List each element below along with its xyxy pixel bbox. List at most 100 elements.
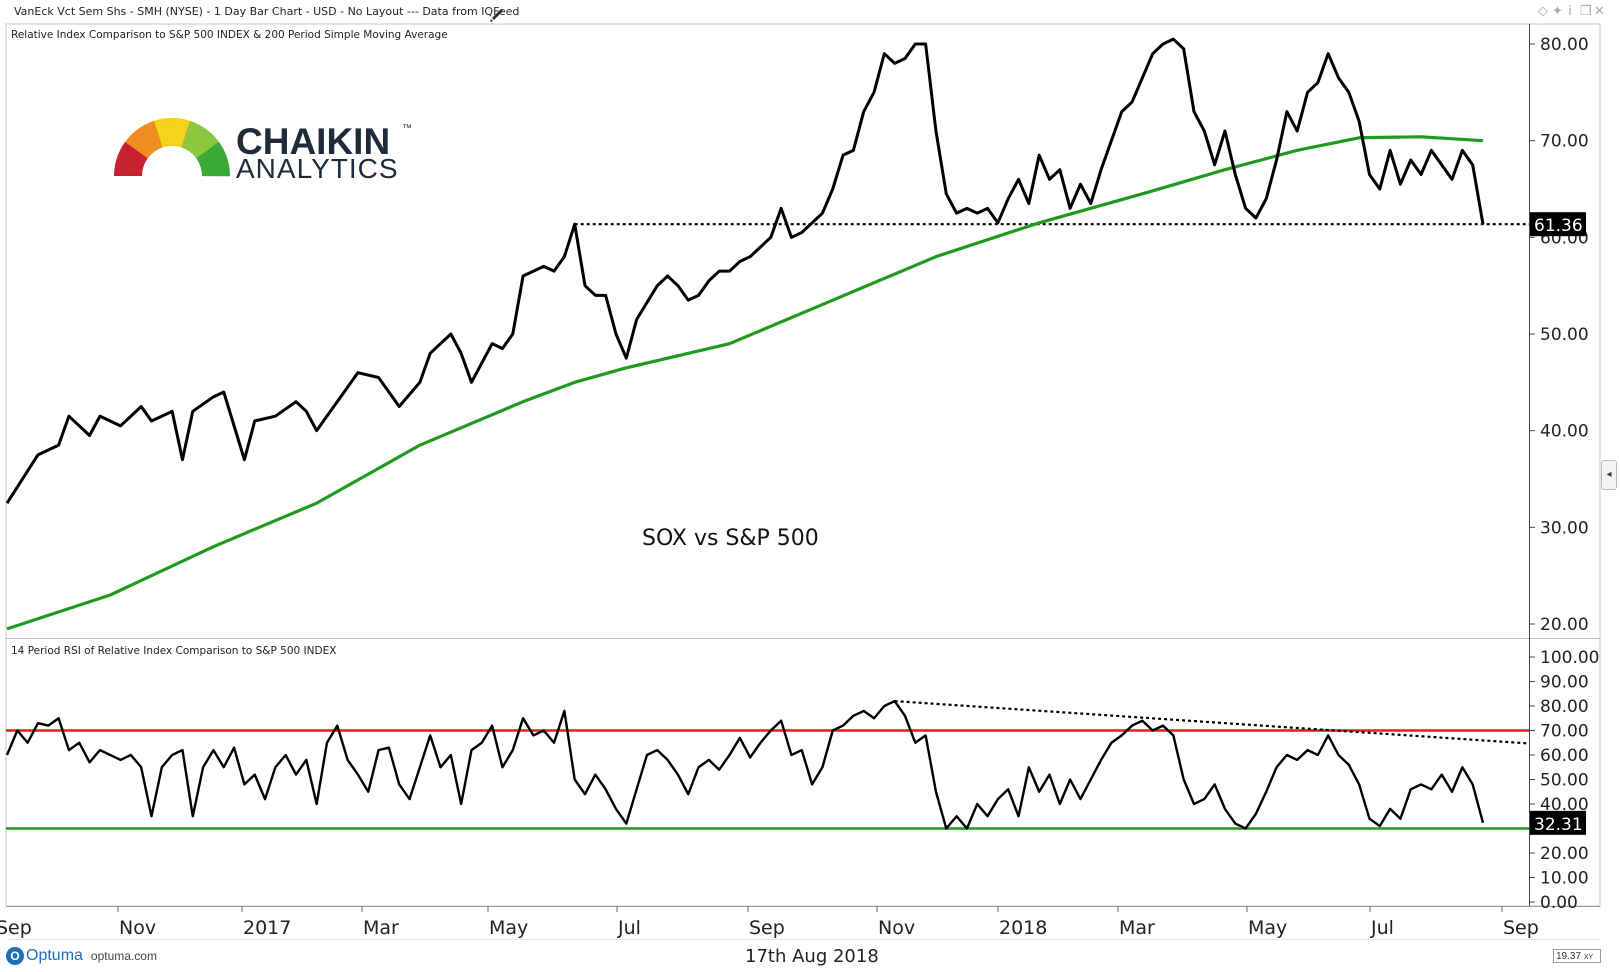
logo-arc-segment [185, 124, 203, 151]
x-tick-label: 2018 [999, 917, 1047, 939]
relative-index-line [5, 37, 1485, 504]
y-tick-label: 20.00 [1540, 615, 1589, 635]
logo-arc-segment [115, 157, 144, 169]
chart-annotation: SOX vs S&P 500 [642, 526, 819, 551]
x-axis: Sep Nov 2017 Mar May Jul Sep Nov 2018 Mar May Jul Se… [0, 906, 1539, 939]
last-value-label: 61.36 [1534, 216, 1583, 236]
rsi-tick-label: 60.00 [1540, 746, 1589, 766]
logo-arc-segment [149, 120, 163, 149]
rsi-value-label: 32.31 [1534, 815, 1583, 835]
logo-arc-segment [187, 126, 207, 152]
y-tick-label: 80.00 [1540, 35, 1589, 55]
logo-arc-segment [197, 145, 224, 163]
close-icon[interactable]: ✕ [1594, 3, 1611, 18]
optuma-logo[interactable]: O Optuma optuma.com [6, 947, 157, 965]
bottom-pane: 100.00 90.00 80.00 70.00 60.00 50.00 40.00 20.0… [5, 648, 1599, 913]
zoom-field[interactable]: 19.37 XY [1553, 949, 1601, 963]
rsi-tick-label: 40.00 [1540, 795, 1589, 815]
rsi-tick-label: 0.00 [1540, 893, 1578, 913]
logo-arc-segment [189, 129, 210, 154]
logo-arc-segment [137, 126, 157, 152]
logo-arc-segment [154, 119, 166, 148]
rsi-tick-label: 90.00 [1540, 673, 1589, 693]
chart-canvas[interactable]: CHAIKIN ™ ANALYTICS 80.00 70.00 60.00 50.00 40… [0, 0, 1620, 940]
side-panel-toggle[interactable]: ◂ [1601, 460, 1617, 490]
y-tick-label: 50.00 [1540, 325, 1589, 345]
logo-arc-segment [114, 166, 143, 174]
logo-arc-segment [201, 162, 230, 172]
bottom-pane-label: 14 Period RSI of Relative Index Comparis… [11, 645, 337, 657]
rsi-tick-label: 80.00 [1540, 697, 1589, 717]
logo-arc-segment [145, 122, 161, 150]
rsi-line [5, 699, 1485, 830]
chaikin-logo: CHAIKIN ™ ANALYTICS [114, 117, 412, 184]
logo-arc-segment [167, 117, 173, 147]
logo-arc-segment [127, 134, 151, 157]
y-tick-label: 70.00 [1540, 132, 1589, 152]
logo-arc-segment [172, 118, 177, 147]
last-value-badge [1530, 212, 1586, 237]
logo-arc-segment [198, 149, 226, 165]
x-tick-label: 2017 [243, 917, 291, 939]
optuma-brand: Optuma [26, 947, 83, 964]
diamond-icon[interactable]: ◇ [1538, 3, 1554, 18]
logo-arc-segment [193, 134, 217, 157]
x-tick-label: Sep [749, 917, 785, 939]
x-tick-label: Nov [119, 917, 156, 939]
logo-arc-segment [134, 128, 155, 154]
chart-frame [5, 23, 1601, 940]
logo-arc-segment [120, 145, 147, 163]
optuma-site[interactable]: optuma.com [90, 949, 157, 963]
restore-icon[interactable]: ❐ [1580, 3, 1598, 18]
x-tick-label: Mar [363, 917, 399, 939]
footer-bar: O Optuma optuma.com 17th Aug 2018 19.37 … [0, 940, 1620, 972]
sma-line [6, 135, 1484, 631]
x-tick-label: Jul [1370, 917, 1394, 939]
logo-arc-segment [183, 122, 199, 150]
x-tick-label: Sep [0, 917, 32, 939]
x-tick-label: Jul [617, 917, 641, 939]
x-tick-label: May [1248, 917, 1287, 939]
pin-icon[interactable]: ✦ [1552, 3, 1569, 18]
y-tick-label: 30.00 [1540, 518, 1589, 538]
x-tick-label: Sep [1503, 917, 1539, 939]
logo-trademark: ™ [402, 123, 412, 134]
rsi-tick-label: 50.00 [1540, 771, 1589, 791]
logo-arc-segment [194, 138, 220, 159]
logo-arc-segment [191, 131, 214, 155]
rsi-tick-label: 20.00 [1540, 844, 1589, 864]
logo-arc-segment [125, 138, 150, 159]
logo-arc-segment [200, 158, 229, 170]
logo-arc-segment [158, 118, 168, 147]
logo-arc-segment [116, 153, 145, 167]
chart-title: VanEck Vct Sem Shs - SMH (NYSE) - 1 Day … [14, 5, 520, 18]
rsi-tick-label: 10.00 [1540, 869, 1589, 889]
logo-arc-segment [196, 141, 222, 161]
zoom-value: 19.37 [1556, 951, 1582, 962]
logo-arc-segment [130, 131, 153, 155]
top-pane: 80.0070.0060.0050.0040.0030.0020.0061.36… [5, 35, 1589, 635]
y-tick-label: 40.00 [1540, 422, 1589, 442]
logo-arc-segment [141, 124, 159, 151]
optuma-mark-icon: O [6, 947, 24, 965]
logo-line1: CHAIKIN [236, 121, 390, 162]
logo-arc-segment [118, 149, 146, 165]
logo-arc-segment [179, 119, 191, 148]
zoom-suffix: XY [1583, 954, 1594, 961]
logo-line2: ANALYTICS [236, 153, 399, 184]
logo-arc-segment [174, 118, 182, 147]
x-tick-label: Mar [1119, 917, 1155, 939]
rsi-trendline [894, 700, 1530, 745]
date-label: 17th Aug 2018 [745, 946, 879, 967]
logo-arc-segment [114, 162, 143, 172]
logo-arc-segment [181, 120, 195, 149]
info-icon[interactable]: ⅰ [1568, 3, 1578, 18]
x-tick-label: May [489, 917, 528, 939]
window-controls: ◇✦ⅰ ❐✕ [1538, 3, 1608, 19]
logo-arc-segment [201, 171, 231, 177]
logo-arc-segment [122, 141, 148, 161]
pencil-icon[interactable] [490, 9, 503, 22]
chart-header: VanEck Vct Sem Shs - SMH (NYSE) - 1 Day … [0, 0, 1620, 24]
x-tick-label: Nov [878, 917, 915, 939]
logo-arc-segment [114, 171, 143, 176]
